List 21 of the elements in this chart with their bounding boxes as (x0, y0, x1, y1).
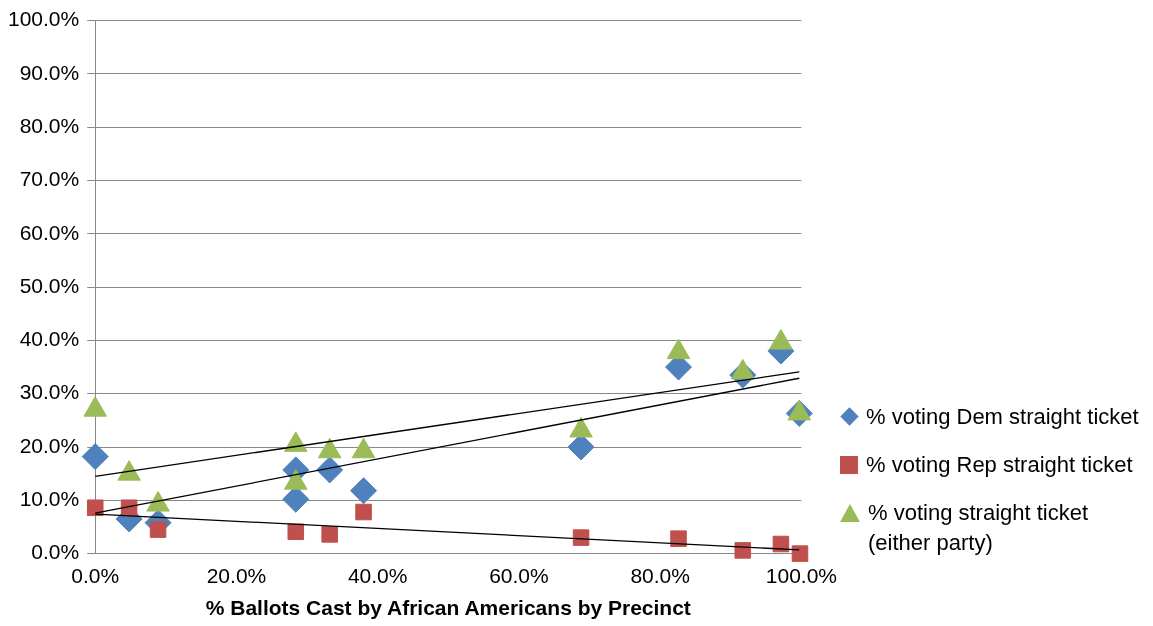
y-tick-label: 70.0% (19, 167, 80, 191)
x-tick-label: 0.0% (71, 564, 120, 587)
y-tick-label: 40.0% (19, 327, 80, 351)
y-tick-label: 30.0% (19, 380, 80, 404)
x-tick-label: 40.0% (347, 564, 408, 587)
x-tick-label: 20.0% (206, 564, 267, 587)
y-tick-label: 0.0% (31, 540, 80, 564)
y-tick-label: 100.0% (7, 7, 80, 31)
legend-label: % voting Dem straight ticket (866, 403, 1139, 431)
y-tick-label: 20.0% (19, 433, 80, 457)
x-tick-label: 60.0% (489, 564, 549, 587)
y-tick-label: 50.0% (19, 273, 80, 297)
y-tick-label: 90.0% (19, 60, 80, 84)
x-tick-label: 100.0% (765, 564, 838, 587)
y-tick-label: 80.0% (19, 114, 80, 137)
y-tick-label: 10.0% (19, 487, 80, 511)
legend-label: % voting Rep straight ticket (866, 451, 1133, 479)
x-axis-title: % Ballots Cast by African Americans by Precinct (205, 596, 691, 620)
y-tick-label: 60.0% (19, 220, 80, 244)
legend-label: % voting straight ticket (either party) (868, 499, 1090, 557)
x-tick-label: 80.0% (630, 564, 690, 587)
